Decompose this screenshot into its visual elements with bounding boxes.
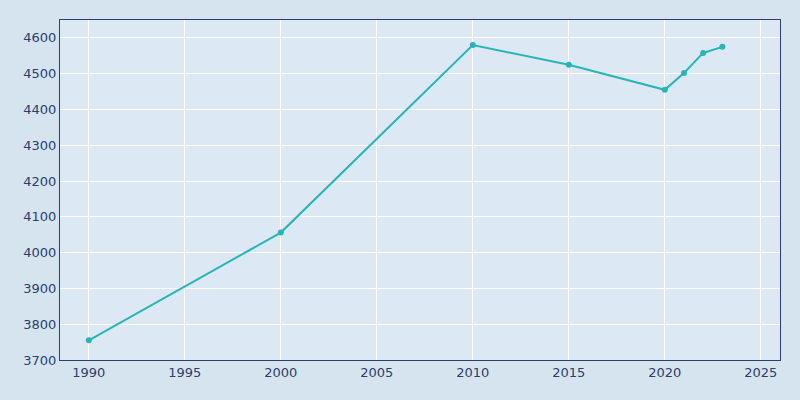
svg-text:4000: 4000	[23, 245, 56, 260]
svg-text:4200: 4200	[23, 174, 56, 189]
svg-text:4300: 4300	[23, 138, 56, 153]
svg-text:1995: 1995	[168, 365, 201, 380]
svg-text:2025: 2025	[744, 365, 777, 380]
svg-text:3800: 3800	[23, 317, 56, 332]
svg-text:4100: 4100	[23, 209, 56, 224]
svg-text:4400: 4400	[23, 102, 56, 117]
svg-text:2010: 2010	[456, 365, 489, 380]
svg-text:4500: 4500	[23, 66, 56, 81]
svg-text:3700: 3700	[23, 353, 56, 368]
svg-text:2000: 2000	[264, 365, 297, 380]
svg-text:2005: 2005	[360, 365, 393, 380]
svg-text:3900: 3900	[23, 281, 56, 296]
svg-text:2015: 2015	[552, 365, 585, 380]
svg-text:2020: 2020	[648, 365, 681, 380]
svg-text:1990: 1990	[72, 365, 105, 380]
svg-text:4600: 4600	[23, 30, 56, 45]
